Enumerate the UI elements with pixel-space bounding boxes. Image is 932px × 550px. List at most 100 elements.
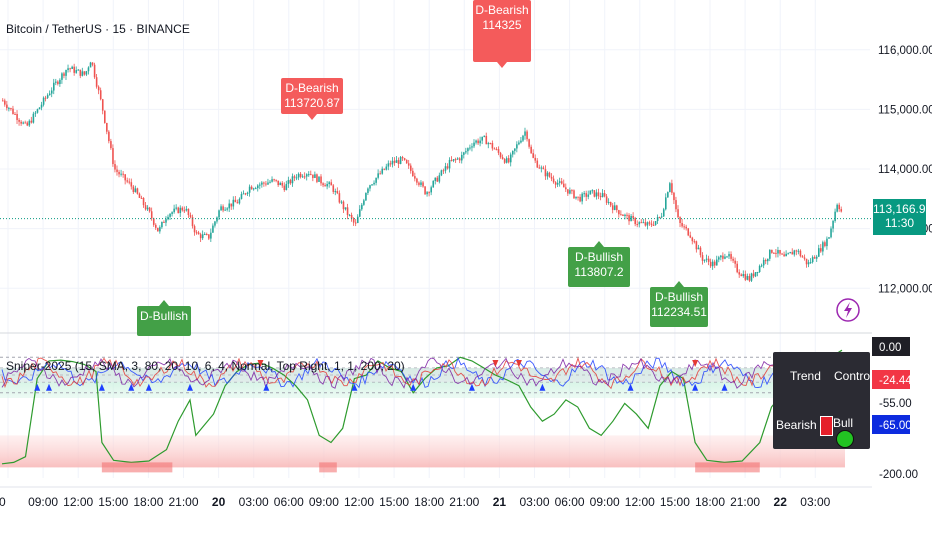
candle-body xyxy=(713,261,716,266)
candle-body xyxy=(220,206,222,211)
candle-body xyxy=(803,257,806,259)
oscillator-line xyxy=(1,349,843,465)
time-tick-label: 15:00 xyxy=(379,495,409,509)
candle-body xyxy=(658,216,661,218)
candle-body xyxy=(530,146,532,154)
candle-body xyxy=(514,148,516,151)
candle-body xyxy=(736,263,738,273)
candle-body xyxy=(556,182,559,185)
price-tick-label: 114,000.00 xyxy=(878,164,932,176)
candle-body xyxy=(248,186,251,193)
candle-body xyxy=(20,121,22,124)
candle-body xyxy=(752,273,755,277)
candle-body xyxy=(579,196,581,202)
candle-body xyxy=(312,174,314,179)
candle-body xyxy=(55,81,57,83)
candle-body xyxy=(746,276,749,280)
candle-body xyxy=(254,188,257,190)
candle-body xyxy=(616,205,618,211)
price-tick-label: 115,000.00 xyxy=(878,104,932,116)
candle-body xyxy=(428,192,430,194)
candle-body xyxy=(334,191,337,193)
candle-body xyxy=(201,234,204,239)
candle-body xyxy=(795,250,798,252)
indicator-tick-label: -65.00 xyxy=(879,420,912,432)
candle-body xyxy=(775,252,777,254)
candle-body xyxy=(261,182,263,185)
countdown-value: 11:30 xyxy=(884,216,915,230)
candle-body xyxy=(471,146,473,148)
candle-body xyxy=(193,226,196,233)
candle-body xyxy=(118,171,120,175)
candle-body xyxy=(252,188,255,190)
candle-body xyxy=(675,200,677,210)
candle-body xyxy=(365,192,367,201)
candle-body xyxy=(356,216,359,223)
candle-body xyxy=(367,188,369,193)
candle-body xyxy=(654,221,657,226)
candle-body xyxy=(340,201,343,203)
signal-label-box xyxy=(568,247,630,287)
candle-body xyxy=(456,158,459,160)
candle-body xyxy=(683,226,685,228)
candle-body xyxy=(546,172,549,177)
lightning-icon[interactable] xyxy=(836,298,860,322)
candle-body xyxy=(540,167,543,169)
signal-label-value: 114325 xyxy=(482,18,521,32)
candle-body xyxy=(16,113,18,120)
candle-body xyxy=(481,136,483,141)
candle-body xyxy=(787,253,789,255)
candle-body xyxy=(426,192,428,195)
candle-body xyxy=(136,188,139,194)
candle-body xyxy=(567,189,569,194)
indicator-tick-label: -24.44 xyxy=(879,375,912,387)
candlestick-series xyxy=(2,61,843,283)
time-tick-label: 06:00 xyxy=(555,495,585,509)
candle-body xyxy=(709,261,712,267)
candle-body xyxy=(807,262,810,265)
candle-body xyxy=(461,154,463,161)
candle-body xyxy=(813,257,816,259)
sell-marker xyxy=(692,359,699,367)
candle-body xyxy=(624,214,626,217)
candle-body xyxy=(489,143,492,145)
candle-body xyxy=(238,198,241,204)
candle-body xyxy=(104,110,106,123)
candle-body xyxy=(734,260,736,264)
candle-body xyxy=(507,158,510,163)
signal-label-text: D-Bullish xyxy=(140,309,188,323)
candle-body xyxy=(591,190,594,192)
candle-body xyxy=(703,259,706,261)
candle-body xyxy=(497,149,500,153)
candle-body xyxy=(99,90,102,100)
time-tick-label: 12:00 xyxy=(63,495,93,509)
candle-body xyxy=(297,173,300,178)
candle-body xyxy=(12,108,14,114)
signal-label-box xyxy=(473,0,531,62)
candle-body xyxy=(289,180,292,184)
candle-body xyxy=(773,252,775,254)
buy-marker xyxy=(539,383,546,391)
candle-body xyxy=(42,97,45,105)
candle-body xyxy=(210,232,212,239)
signal-label-pointer xyxy=(159,300,169,306)
bull-circle-icon xyxy=(836,430,854,448)
candle-body xyxy=(495,149,498,151)
candle-body xyxy=(114,164,116,170)
candle-body xyxy=(228,203,231,209)
candle-body xyxy=(414,176,416,179)
candle-body xyxy=(589,190,592,195)
candle-body xyxy=(571,190,573,192)
control-value-cell: Bull xyxy=(833,416,870,448)
candle-body xyxy=(636,224,639,226)
candle-body xyxy=(493,148,496,150)
signal-label-box xyxy=(281,78,343,114)
candle-body xyxy=(820,248,822,252)
time-tick-label: 15:00 xyxy=(98,495,128,509)
candle-body xyxy=(310,174,312,176)
candle-body xyxy=(34,112,37,114)
candle-body xyxy=(611,205,614,210)
signal-label-text: D-Bullish xyxy=(655,290,703,304)
